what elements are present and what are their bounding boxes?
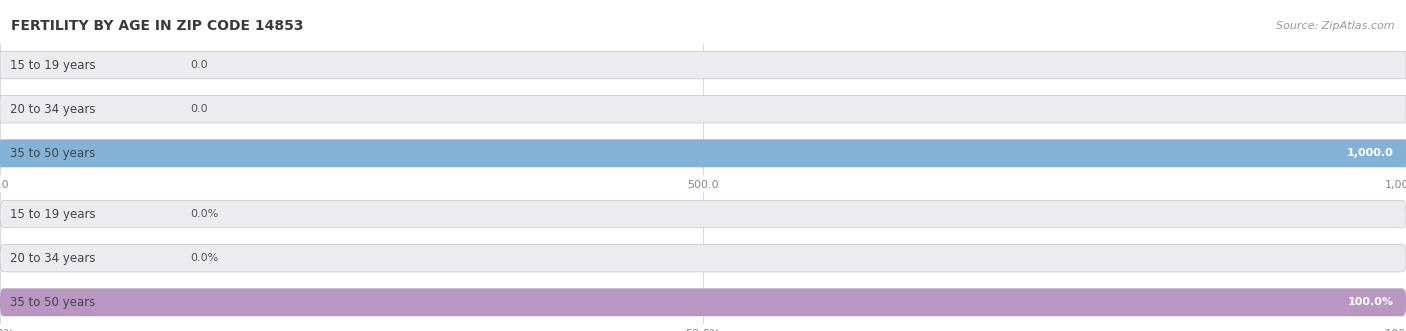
Text: 15 to 19 years: 15 to 19 years xyxy=(10,59,96,71)
Text: Source: ZipAtlas.com: Source: ZipAtlas.com xyxy=(1277,21,1395,31)
Text: 1,000.0: 1,000.0 xyxy=(1347,148,1393,158)
Text: 0.0: 0.0 xyxy=(190,60,208,70)
Text: FERTILITY BY AGE IN ZIP CODE 14853: FERTILITY BY AGE IN ZIP CODE 14853 xyxy=(11,19,304,33)
Text: 0.0%: 0.0% xyxy=(190,253,218,263)
FancyBboxPatch shape xyxy=(0,200,1406,228)
Text: 100.0%: 100.0% xyxy=(1347,297,1393,307)
FancyBboxPatch shape xyxy=(0,96,1406,123)
FancyBboxPatch shape xyxy=(0,245,1406,272)
FancyBboxPatch shape xyxy=(0,51,1406,79)
Text: 0.0: 0.0 xyxy=(190,104,208,114)
FancyBboxPatch shape xyxy=(0,140,1406,167)
Text: 35 to 50 years: 35 to 50 years xyxy=(10,147,96,160)
Text: 20 to 34 years: 20 to 34 years xyxy=(10,252,96,265)
Text: 35 to 50 years: 35 to 50 years xyxy=(10,296,96,309)
Text: 15 to 19 years: 15 to 19 years xyxy=(10,208,96,220)
Text: 0.0%: 0.0% xyxy=(190,209,218,219)
FancyBboxPatch shape xyxy=(0,289,1406,316)
Text: 20 to 34 years: 20 to 34 years xyxy=(10,103,96,116)
FancyBboxPatch shape xyxy=(0,140,1406,167)
FancyBboxPatch shape xyxy=(0,289,1406,316)
